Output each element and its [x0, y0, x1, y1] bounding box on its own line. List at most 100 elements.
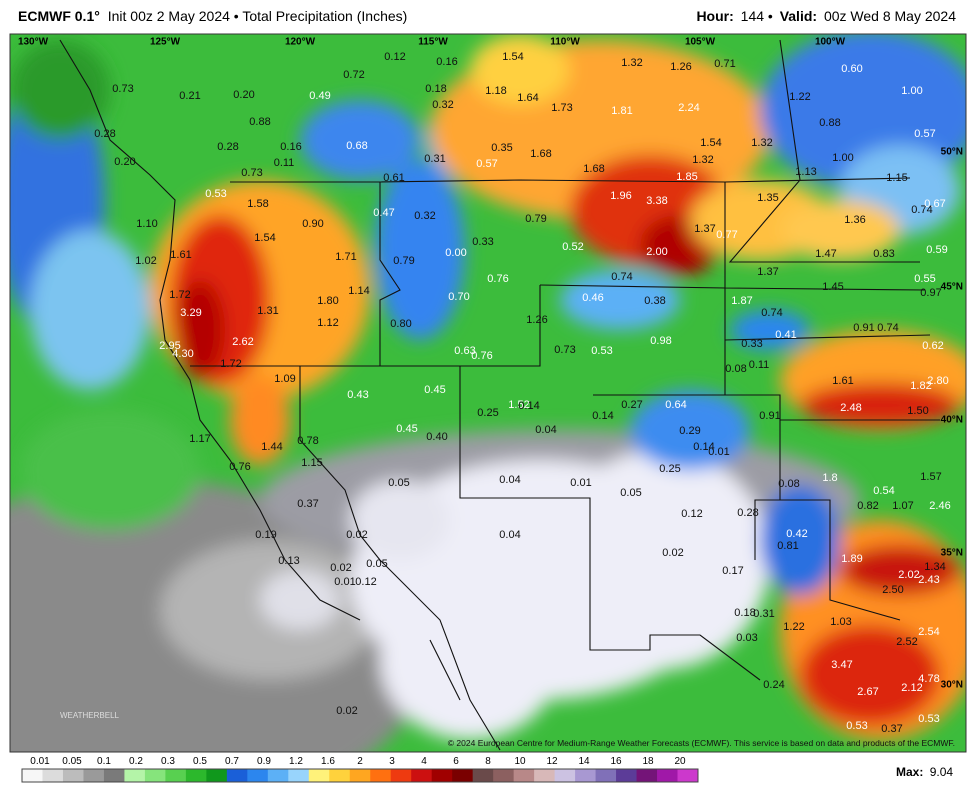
precip-value: 0.11 [749, 359, 770, 371]
precip-value: 0.73 [554, 344, 575, 356]
legend-label: 0.1 [97, 756, 111, 767]
precip-value: 0.02 [346, 529, 367, 541]
borders [59, 39, 940, 751]
precip-value: 1.37 [757, 266, 778, 278]
precip-value: 0.42 [786, 528, 807, 540]
precip-value: 1.80 [317, 295, 338, 307]
precip-value: 2.43 [918, 574, 939, 586]
precip-value: 0.27 [621, 399, 642, 411]
precip-value: 0.53 [205, 188, 226, 200]
precip-value: 1.72 [169, 289, 190, 301]
precip-value: 1.44 [261, 441, 282, 453]
legend-swatch [452, 769, 474, 782]
precip-value: 0.32 [414, 210, 435, 222]
precip-value: 1.71 [335, 251, 356, 263]
precip-value: 0.53 [846, 720, 867, 732]
precip-value: 0.55 [914, 273, 935, 285]
precip-value: 2.02 [898, 569, 919, 581]
precip-value: 0.74 [877, 322, 898, 334]
precip-value: 0.29 [679, 425, 700, 437]
precip-value: 0.67 [924, 198, 945, 210]
precip-value: 1.68 [583, 163, 604, 175]
precip-value: 0.47 [373, 207, 394, 219]
legend-swatch [103, 769, 125, 782]
precip-value: 2.54 [918, 626, 939, 638]
precip-value: 1.10 [136, 218, 157, 230]
hour-label: Hour: [696, 8, 733, 24]
precip-value: 3.47 [831, 659, 852, 671]
precip-value: 1.18 [485, 85, 506, 97]
legend-swatch [124, 769, 146, 782]
precip-value: 0.57 [914, 128, 935, 140]
precip-value: 0.16 [436, 56, 457, 68]
precip-value: 0.81 [777, 540, 798, 552]
precip-value: 0.05 [366, 558, 387, 570]
legend-swatch [513, 769, 535, 782]
legend-swatch [42, 769, 64, 782]
legend: 0.01 0.05 0.1 0.2 0.3 0.5 0.7 0.9 1.2 1.6 2 3 4 6 8 10 1… [21, 756, 699, 783]
precip-value: 1.22 [789, 91, 810, 103]
precip-value: 0.40 [426, 431, 447, 443]
legend-swatch [554, 769, 576, 782]
precip-value: 1.64 [517, 92, 538, 104]
precip-value: 0.38 [644, 295, 665, 307]
precip-value: 0.04 [535, 424, 556, 436]
legend-swatch [431, 769, 453, 782]
precip-value: 0.71 [714, 58, 735, 70]
precip-value: 1.00 [832, 152, 853, 164]
precip-value: 1.22 [783, 621, 804, 633]
legend-label: 1.6 [321, 756, 335, 767]
precip-value: 0.59 [926, 244, 947, 256]
precip-value: 1.14 [348, 285, 369, 297]
precip-value: 0.14 [693, 441, 714, 453]
precip-value: 1.54 [700, 137, 721, 149]
longitude-label: 115°W [418, 37, 448, 48]
precip-blob [730, 310, 810, 350]
legend-swatch [206, 769, 228, 782]
precip-blob [350, 480, 450, 560]
precip-blob [630, 390, 750, 470]
precip-value: 0.17 [722, 565, 743, 577]
precip-value: 0.28 [217, 141, 238, 153]
precip-value: 0.63 [454, 345, 475, 357]
legend-label: 0.5 [193, 756, 207, 767]
precip-value: 2.46 [929, 500, 950, 512]
precip-value: 1.35 [757, 192, 778, 204]
precip-value: 0.57 [476, 158, 497, 170]
precip-value: 0.91 [759, 410, 780, 422]
precip-value: 0.13 [278, 555, 299, 567]
legend-swatch [329, 769, 351, 782]
precip-value: 0.53 [591, 345, 612, 357]
precip-value: 2.48 [840, 402, 861, 414]
precip-value: 0.04 [499, 474, 520, 486]
precip-value: 0.33 [741, 338, 762, 350]
longitude-label: 125°W [150, 37, 181, 48]
precip-value: 0.90 [302, 218, 323, 230]
longitude-label: 120°W [285, 37, 316, 48]
precip-value: 1.47 [815, 248, 836, 260]
precip-value: 0.28 [94, 128, 115, 140]
precip-value: 1.15 [301, 457, 322, 469]
precip-blob [175, 280, 225, 380]
legend-label: 0.01 [30, 756, 50, 767]
precip-value: 1.26 [670, 61, 691, 73]
legend-label: 20 [674, 756, 686, 767]
precip-value: 0.18 [425, 83, 446, 95]
longitude-label: 105°W [685, 37, 716, 48]
precip-value: 3.29 [180, 307, 201, 319]
precip-value: 1.85 [676, 171, 697, 183]
legend-label: 2 [357, 756, 363, 767]
precip-value: 2.52 [896, 636, 917, 648]
precip-value: 0.08 [725, 363, 746, 375]
legend-label: 0.2 [129, 756, 143, 767]
credit: © 2024 European Centre for Medium-Range … [448, 738, 955, 748]
precip-field [10, 34, 966, 752]
legend-label: 0.05 [62, 756, 82, 767]
precip-value: 0.14 [592, 410, 613, 422]
legend-swatch [62, 769, 84, 782]
precip-value: 0.62 [922, 340, 943, 352]
precip-value: 0.53 [918, 713, 939, 725]
precip-value: 0.01 [334, 576, 355, 588]
legend-swatch [657, 769, 679, 782]
precip-value: 0.24 [763, 679, 784, 691]
